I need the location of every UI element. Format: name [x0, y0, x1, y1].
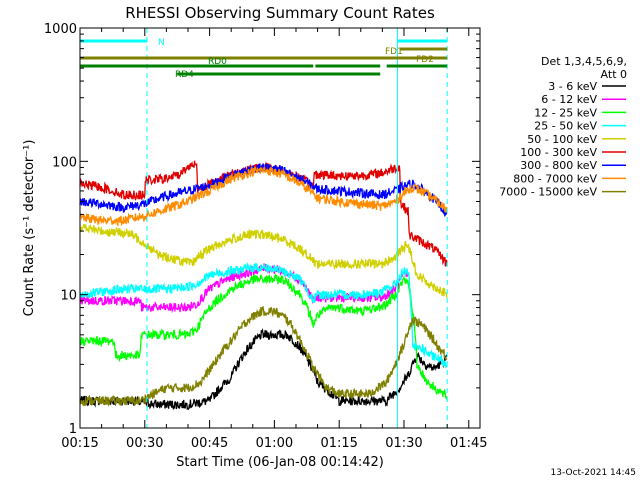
- flag-label-fd1: FD1: [385, 47, 403, 57]
- flag-label-rd0: RD0: [208, 57, 227, 67]
- flag-label-n: N: [158, 38, 165, 48]
- series-line-800to7000keV: [79, 166, 448, 227]
- y-axis-label: Count Rate (s⁻¹ detector⁻¹): [22, 140, 37, 317]
- x-axis-label: Start Time (06-Jan-08 00:14:42): [176, 455, 384, 470]
- legend-entry-label: 3 - 6 keV: [548, 80, 597, 93]
- legend-entry-label: 300 - 800 keV: [520, 159, 597, 172]
- series-line-7000to15000keV: [79, 305, 448, 407]
- x-tick-label: 00:15: [61, 436, 98, 451]
- legend-entry-label: 100 - 300 keV: [520, 146, 597, 159]
- y-tick-label: 1000: [44, 22, 77, 37]
- plot-frame: [79, 27, 481, 429]
- legend-entry-label: 6 - 12 keV: [541, 93, 597, 106]
- legend-header-line: Att 0: [601, 68, 627, 81]
- x-tick-label: 01:45: [450, 436, 487, 451]
- series-line-100to300keV: [79, 160, 448, 267]
- series-layer: [79, 160, 448, 411]
- legend-entry-label: 800 - 7000 keV: [513, 172, 597, 185]
- legend-header-line: Det 1,3,4,5,6,9,: [541, 55, 627, 68]
- flag-bars-layer: N FD1 FD2 RD0 RD4: [80, 38, 448, 80]
- legend-entry-label: 25 - 50 keV: [534, 120, 597, 133]
- flag-label-fd2: FD2: [416, 55, 434, 65]
- y-tick-label: 1: [69, 422, 77, 437]
- date-stamp: 13-Oct-2021 14:45: [551, 468, 636, 478]
- x-tick-label: 00:45: [191, 436, 228, 451]
- series-line-12to25keV: [79, 273, 448, 401]
- x-tick-label: 01:15: [320, 436, 357, 451]
- legend-entry-label: 12 - 25 keV: [534, 106, 597, 119]
- y-tick-label: 10: [60, 289, 77, 304]
- legend-entry-label: 7000 - 15000 keV: [499, 186, 597, 199]
- y-tick-label: 100: [52, 155, 77, 170]
- x-tick-label: 01:30: [385, 436, 422, 451]
- flag-label-rd4: RD4: [175, 70, 194, 80]
- axes-layer: 00:15 00:30 00:45 01:00 01:15 01:30 01:45 1 10 10…: [44, 22, 488, 451]
- x-tick-label: 00:30: [126, 436, 163, 451]
- series-line-6to12keV: [79, 263, 409, 314]
- x-tick-label: 01:00: [256, 436, 293, 451]
- legend-entry-label: 50 - 100 keV: [527, 133, 597, 146]
- time-markers-layer: [79, 28, 448, 428]
- chart-title: RHESSI Observing Summary Count Rates: [125, 4, 435, 22]
- series-line-25to50keV: [79, 261, 448, 369]
- series-line-50to100keV: [79, 223, 448, 298]
